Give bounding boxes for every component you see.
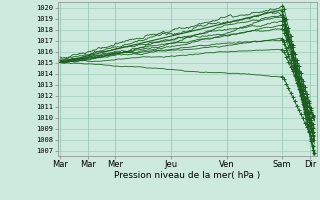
- X-axis label: Pression niveau de la mer( hPa ): Pression niveau de la mer( hPa ): [114, 171, 260, 180]
